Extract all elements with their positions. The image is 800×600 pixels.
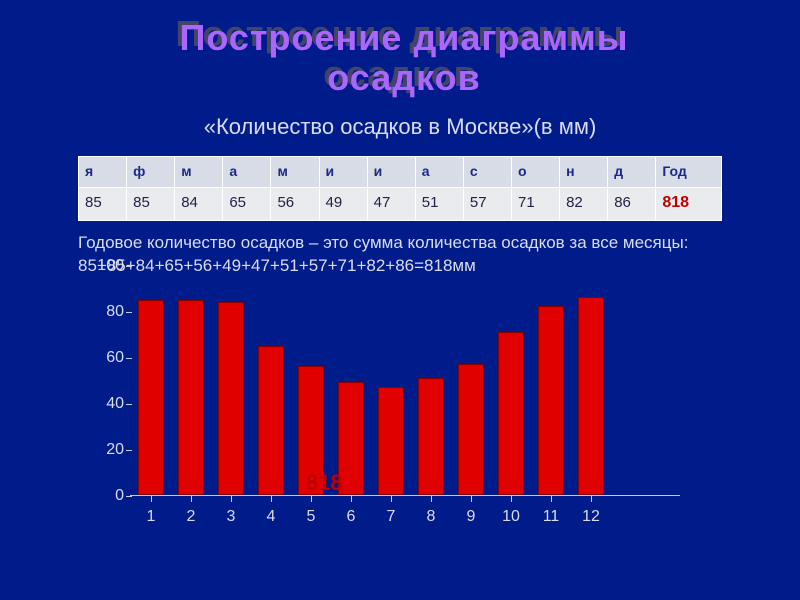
table-header-cell: о — [511, 157, 559, 188]
chart-total-label: 818 — [306, 470, 343, 496]
x-tick-mark — [431, 496, 432, 502]
x-tick-mark — [351, 496, 352, 502]
bar-chart: 020406080100 123456789101112 818 — [90, 266, 630, 546]
bar — [218, 302, 244, 495]
x-tick-mark — [551, 496, 552, 502]
page-title: Построение диаграммы осадков Построение … — [0, 14, 800, 93]
table-data-cell: 49 — [319, 188, 367, 221]
table-header-cell: н — [560, 157, 608, 188]
table-header-cell: я — [79, 157, 127, 188]
y-tick-label: 20 — [90, 441, 124, 459]
table-header-cell: и — [319, 157, 367, 188]
x-tick-label: 7 — [371, 508, 411, 526]
y-tick-label: 100 — [90, 257, 124, 275]
bar — [138, 300, 164, 496]
x-tick-mark — [311, 496, 312, 502]
x-tick-mark — [511, 496, 512, 502]
precipitation-table: яфмамииасондГод 858584655649475157718286… — [78, 156, 722, 221]
annual-line1: Годовое количество осадков – это сумма к… — [78, 233, 688, 252]
x-tick-label: 2 — [171, 508, 211, 526]
table-header-row: яфмамииасондГод — [79, 157, 722, 188]
bar — [458, 364, 484, 495]
table-header-cell: а — [223, 157, 271, 188]
title-front: Построение диаграммы осадков — [4, 18, 800, 97]
table-data-cell: 56 — [271, 188, 319, 221]
table-data-cell: 51 — [415, 188, 463, 221]
y-tick-label: 80 — [90, 303, 124, 321]
y-tick-mark — [126, 450, 132, 451]
x-tick-label: 4 — [251, 508, 291, 526]
table-header-cell: ф — [127, 157, 175, 188]
table-data-row: 858584655649475157718286818 — [79, 188, 722, 221]
table-data-cell: 85 — [127, 188, 175, 221]
y-tick-mark — [126, 404, 132, 405]
x-tick-label: 1 — [131, 508, 171, 526]
table-data-cell: 82 — [560, 188, 608, 221]
table-data-cell: 84 — [175, 188, 223, 221]
x-tick-label: 11 — [531, 508, 571, 526]
x-tick-label: 5 — [291, 508, 331, 526]
table-data-cell: 86 — [608, 188, 656, 221]
table-data-cell: 65 — [223, 188, 271, 221]
x-tick-mark — [391, 496, 392, 502]
x-tick-label: 9 — [451, 508, 491, 526]
y-tick-label: 40 — [90, 395, 124, 413]
table-data-cell: 57 — [463, 188, 511, 221]
x-tick-mark — [231, 496, 232, 502]
x-tick-mark — [591, 496, 592, 502]
x-tick-mark — [271, 496, 272, 502]
bar — [578, 297, 604, 495]
x-tick-label: 12 — [571, 508, 611, 526]
bar — [538, 306, 564, 495]
table-header-cell: с — [463, 157, 511, 188]
title-line1: Построение диаграммы — [180, 17, 629, 58]
title-line2: осадков — [327, 57, 481, 98]
table-data-cell: 71 — [511, 188, 559, 221]
x-tick-mark — [151, 496, 152, 502]
table-data-cell: 47 — [367, 188, 415, 221]
x-tick-mark — [471, 496, 472, 502]
bar — [178, 300, 204, 496]
x-tick-label: 8 — [411, 508, 451, 526]
table-data-cell: 85 — [79, 188, 127, 221]
subtitle: «Количество осадков в Москве»(в мм) — [0, 114, 800, 140]
x-axis-line-extension — [610, 495, 680, 496]
table-data-cell: 818 — [656, 188, 722, 221]
x-tick-label: 3 — [211, 508, 251, 526]
table-header-cell: и — [367, 157, 415, 188]
y-tick-label: 0 — [90, 487, 124, 505]
y-tick-mark — [126, 266, 132, 267]
y-tick-mark — [126, 496, 132, 497]
y-tick-label: 60 — [90, 349, 124, 367]
x-tick-label: 10 — [491, 508, 531, 526]
y-tick-mark — [126, 312, 132, 313]
table-header-cell: д — [608, 157, 656, 188]
table-header-cell: м — [271, 157, 319, 188]
table-header-cell: м — [175, 157, 223, 188]
bar — [498, 332, 524, 495]
bar — [378, 387, 404, 495]
x-tick-label: 6 — [331, 508, 371, 526]
bar — [258, 346, 284, 496]
table-header-cell: Год — [656, 157, 722, 188]
bar — [418, 378, 444, 495]
table-header-cell: а — [415, 157, 463, 188]
plot-area — [130, 266, 610, 496]
x-tick-mark — [191, 496, 192, 502]
y-tick-mark — [126, 358, 132, 359]
